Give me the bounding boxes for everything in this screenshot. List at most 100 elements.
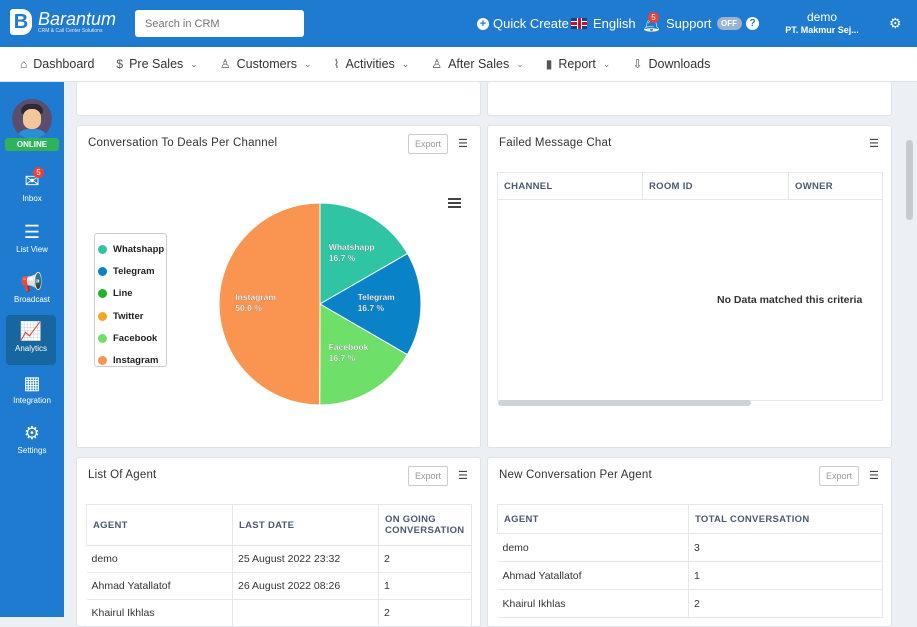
legend-item[interactable]: Line [98,283,166,305]
pie-label-value: 16.7 % [329,253,356,263]
column-header[interactable]: TOTAL CONVERSATION [688,504,883,534]
user-company: PT. Makmur Sej... [785,25,859,35]
filter-icon[interactable]: ☰ [458,138,468,150]
table-row[interactable]: Khairul Ikhlas 2 [86,599,472,627]
chevron-down-icon: ⌄ [602,58,611,69]
export-button[interactable]: Export [819,466,860,486]
legend-label: Instagram [113,355,159,367]
table-row[interactable]: Ahmad Yatallatof 26 August 2022 08:26 1 [86,572,472,600]
legend-item[interactable]: Whatshapp [98,238,166,260]
help-button[interactable]: ? [746,0,759,47]
card-top-left [76,82,481,116]
sidebar-item-broadcast[interactable]: 📢 Broadcast [0,266,64,316]
sidebar-item-label: Broadcast [13,295,51,304]
table-cell: Ahmad Yatallatof [497,561,689,590]
nav-item-pre-sales[interactable]: $ Pre Sales ⌄ [116,57,197,71]
agent-list-card: List Of Agent Export ☰ AGENT LAST DATE O… [76,457,481,627]
quick-create-button[interactable]: + Quick Create [477,0,569,47]
search-input[interactable] [135,10,304,37]
filter-icon[interactable]: ☰ [458,470,468,482]
activity-icon: ⌇ [333,57,340,71]
list-icon: ☰ [23,222,41,242]
pie-slice-whatshapp[interactable] [319,202,409,305]
pie-label-name: Facebook [329,342,369,352]
chevron-down-icon: ⌄ [190,58,198,69]
nav-item-downloads[interactable]: ⇩ Downloads [632,57,710,71]
settings-gear-icon[interactable]: ⚙ [889,15,902,31]
legend-item[interactable]: Telegram [98,260,166,282]
legend-item[interactable]: Twitter [98,305,166,327]
help-icon: ? [746,17,759,30]
table-row[interactable]: demo 3 [497,533,883,562]
gear-icon: ⚙ [23,423,41,443]
pie-label-value: 50.0 % [235,303,262,313]
table-cell: demo [497,533,689,562]
avatar-face [23,109,41,129]
download-icon: ⇩ [632,57,643,71]
sidebar-item-analytics[interactable]: 📈 Analytics [6,315,56,365]
column-header[interactable]: ON GOING CONVERSATION [378,504,472,546]
avatar[interactable] [12,99,52,139]
table-cell: demo [86,545,233,573]
language-label: English [593,16,636,31]
nav-item-report[interactable]: ▮ Report ⌄ [546,57,611,71]
sidebar-item-label: Inbox [22,194,42,203]
sidebar-item-label: List View [16,245,48,254]
legend-swatch [98,266,107,276]
table-cell: 3 [688,533,883,562]
column-header[interactable]: ROOM ID [642,172,789,200]
column-header[interactable]: AGENT [497,504,689,534]
filter-icon[interactable]: ☰ [869,138,879,150]
support-switch[interactable]: OFF [716,17,742,30]
nav-item-activities[interactable]: ⌇ Activities ⌄ [334,57,410,71]
table-cell: 2 [378,545,472,573]
column-header[interactable]: OWNER [788,172,883,200]
export-button[interactable]: Export [408,134,449,154]
support-toggle[interactable]: Support OFF [666,0,742,47]
plus-icon: + [477,17,489,30]
legend-item[interactable]: Instagram [98,349,166,371]
pie-slice-instagram[interactable] [218,202,321,406]
legend-item[interactable]: Facebook [98,327,166,349]
sidebar-item-inbox[interactable]: ✉ Inbox 5 [0,165,64,215]
export-button[interactable]: Export [408,466,449,486]
conversation-deals-card: Conversation To Deals Per Channel Export… [76,125,481,448]
nav-item-label: Dashboard [33,57,95,71]
pie-label-name: Telegram [358,292,396,302]
inbox-badge: 5 [33,167,44,178]
table-row[interactable]: Khairul Ikhlas 2 [497,589,883,618]
column-header[interactable]: CHANNEL [497,172,643,200]
table-cell [232,599,379,627]
online-status-badge[interactable]: ONLINE [5,138,59,151]
user-menu[interactable]: demo PT. Makmur Sej... [782,10,862,36]
table-row[interactable]: demo 25 August 2022 23:32 2 [86,545,472,573]
sidebar-item-list-view[interactable]: ☰ List View [0,216,64,266]
nav-item-customers[interactable]: ♙ Customers ⌄ [220,57,312,71]
legend-label: Whatshapp [113,243,165,255]
legend-swatch [98,333,107,343]
table-cell: Khairul Ikhlas [86,599,233,627]
page-scrollbar[interactable] [906,140,913,220]
pie-slice-facebook[interactable] [319,303,409,406]
nav-item-label: Report [558,57,596,71]
language-selector[interactable]: English [571,0,636,47]
sidebar-item-settings[interactable]: ⚙ Settings [0,417,64,467]
nav-item-after-sales[interactable]: ♙ After Sales ⌄ [431,57,523,71]
column-header[interactable]: LAST DATE [232,504,379,546]
pie-slice-telegram[interactable] [319,252,422,356]
horizontal-scrollbar[interactable] [498,400,751,406]
column-header[interactable]: AGENT [86,504,233,546]
sidebar-item-label: Integration [13,396,51,405]
table-cell: 2 [688,589,883,618]
main-nav: ⌂ Dashboard $ Pre Sales ⌄ ♙ Customers ⌄ ⌇ Activit… [0,47,917,82]
nav-item-dashboard[interactable]: ⌂ Dashboard [20,57,94,71]
chart-menu-icon[interactable] [448,198,461,208]
brand-logo[interactable]: B Barantum CRM & Call Center Solutions [10,9,116,35]
filter-icon[interactable]: ☰ [869,470,879,482]
table-row[interactable]: Ahmad Yatallatof 1 [497,561,883,590]
empty-state-text: No Data matched this criteria [717,294,863,306]
sidebar-item-label: Analytics [14,344,47,353]
sidebar-item-integration[interactable]: ▦ Integration [0,367,64,417]
notification-button[interactable]: 🔔︎ 5 [642,0,661,47]
nav-item-label: Pre Sales [129,57,184,71]
